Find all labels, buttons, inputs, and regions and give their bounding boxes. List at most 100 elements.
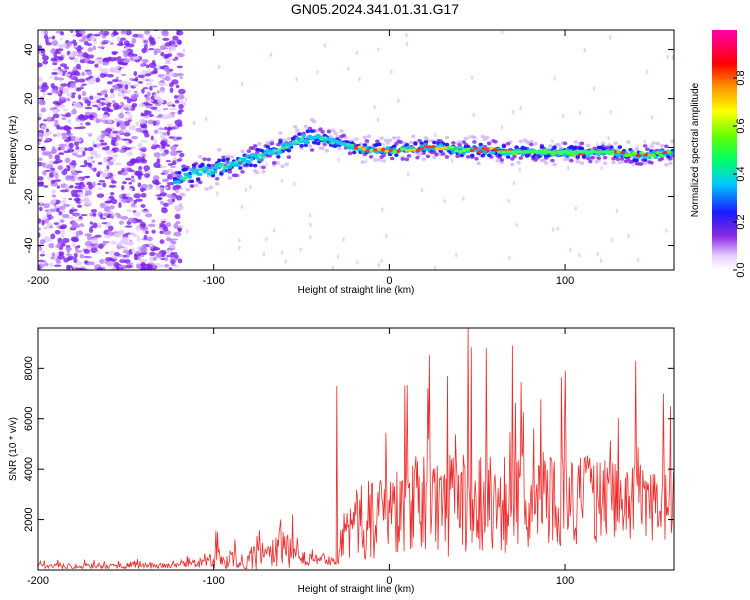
ridge-mark	[562, 141, 568, 146]
ridge-mark	[177, 170, 182, 175]
ridge-mark	[392, 144, 397, 149]
noise-mark	[78, 215, 83, 220]
ridge-core-mark	[369, 148, 374, 153]
noise-mark	[108, 160, 114, 166]
noise-mark	[75, 170, 83, 174]
ridge-mark	[385, 141, 391, 145]
ridge-mark	[185, 187, 190, 192]
x-tick-label-2: -100	[203, 575, 225, 587]
noise-mark	[149, 40, 156, 46]
ridge-core-mark	[179, 176, 185, 180]
noise-mark	[160, 188, 165, 193]
plot-area-2	[38, 328, 674, 570]
noise-mark	[100, 90, 108, 95]
speckle-mark	[671, 55, 674, 60]
noise-mark	[73, 213, 81, 217]
speckle-mark	[347, 66, 350, 72]
x-tick-label-1: 100	[556, 275, 574, 287]
ridge-mark	[379, 136, 384, 141]
ridge-mark	[529, 139, 534, 144]
noise-mark	[159, 239, 165, 244]
ridge-mark	[360, 160, 365, 164]
noise-mark	[90, 155, 94, 160]
noise-mark	[85, 162, 92, 166]
noise-mark	[96, 61, 102, 65]
speckle-mark	[609, 110, 612, 115]
noise-mark	[87, 100, 92, 105]
speckle-mark	[364, 159, 368, 164]
ridge-mark	[411, 134, 416, 139]
speckle-mark	[269, 52, 273, 57]
noise-mark	[42, 119, 48, 122]
ridge-mark	[556, 142, 561, 147]
noise-mark	[71, 92, 76, 95]
speckle-mark	[405, 41, 409, 47]
noise-mark	[109, 57, 116, 62]
ridge-mark	[539, 152, 545, 157]
noise-mark	[109, 205, 115, 210]
ridge-mark	[634, 158, 639, 163]
ridge-mark	[381, 153, 386, 158]
noise-mark	[167, 250, 171, 256]
noise-mark	[109, 88, 114, 94]
ridge-mark	[645, 147, 650, 151]
noise-mark	[176, 158, 182, 162]
noise-mark	[84, 200, 93, 206]
ridge-mark	[539, 145, 545, 149]
noise-mark	[51, 199, 57, 204]
noise-mark	[145, 105, 152, 109]
ridge-mark	[425, 154, 431, 159]
noise-mark	[76, 87, 85, 90]
speckle-mark	[265, 236, 268, 242]
noise-mark	[96, 57, 103, 60]
noise-mark	[58, 143, 67, 147]
speckle-mark	[515, 222, 519, 228]
noise-mark	[59, 219, 65, 224]
noise-mark	[119, 259, 127, 264]
speckle-mark	[583, 48, 586, 53]
noise-mark	[60, 229, 66, 235]
ridge-mark	[642, 161, 648, 165]
noise-mark	[91, 160, 96, 163]
noise-mark	[151, 229, 156, 234]
noise-mark	[106, 119, 113, 124]
noise-mark	[164, 126, 168, 131]
noise-mark	[178, 40, 182, 45]
noise-mark	[150, 95, 155, 100]
ridge-mark	[596, 156, 602, 160]
ridge-mark	[198, 155, 203, 159]
noise-mark	[162, 37, 170, 41]
noise-mark	[64, 73, 71, 77]
noise-mark	[61, 199, 67, 205]
noise-mark	[126, 262, 134, 265]
ridge-mark	[493, 140, 498, 144]
noise-mark	[90, 111, 96, 115]
noise-mark	[64, 157, 71, 164]
noise-mark	[124, 120, 130, 127]
ridge-mark	[619, 157, 625, 161]
speckle-mark	[406, 172, 410, 177]
noise-mark	[128, 105, 132, 111]
ridge-mark	[318, 127, 323, 131]
ridge-mark	[419, 141, 424, 146]
ridge-mark	[208, 185, 214, 190]
speckle-mark	[569, 247, 572, 252]
speckle-mark	[443, 199, 446, 204]
ridge-mark	[307, 144, 313, 148]
noise-mark	[166, 182, 175, 186]
ridge-mark	[573, 140, 578, 144]
speckle-mark	[316, 70, 319, 75]
ridge-mark	[286, 155, 292, 159]
noise-mark	[57, 166, 63, 170]
noise-mark	[166, 254, 170, 258]
ridge-core-mark	[373, 148, 378, 152]
ridge-mark	[303, 143, 308, 147]
noise-mark	[78, 267, 87, 270]
noise-mark	[43, 226, 48, 230]
noise-mark	[78, 192, 84, 198]
noise-mark	[168, 114, 173, 119]
noise-mark	[143, 208, 148, 211]
noise-mark	[90, 100, 98, 104]
speckle-mark	[607, 135, 610, 141]
noise-mark	[168, 267, 173, 270]
